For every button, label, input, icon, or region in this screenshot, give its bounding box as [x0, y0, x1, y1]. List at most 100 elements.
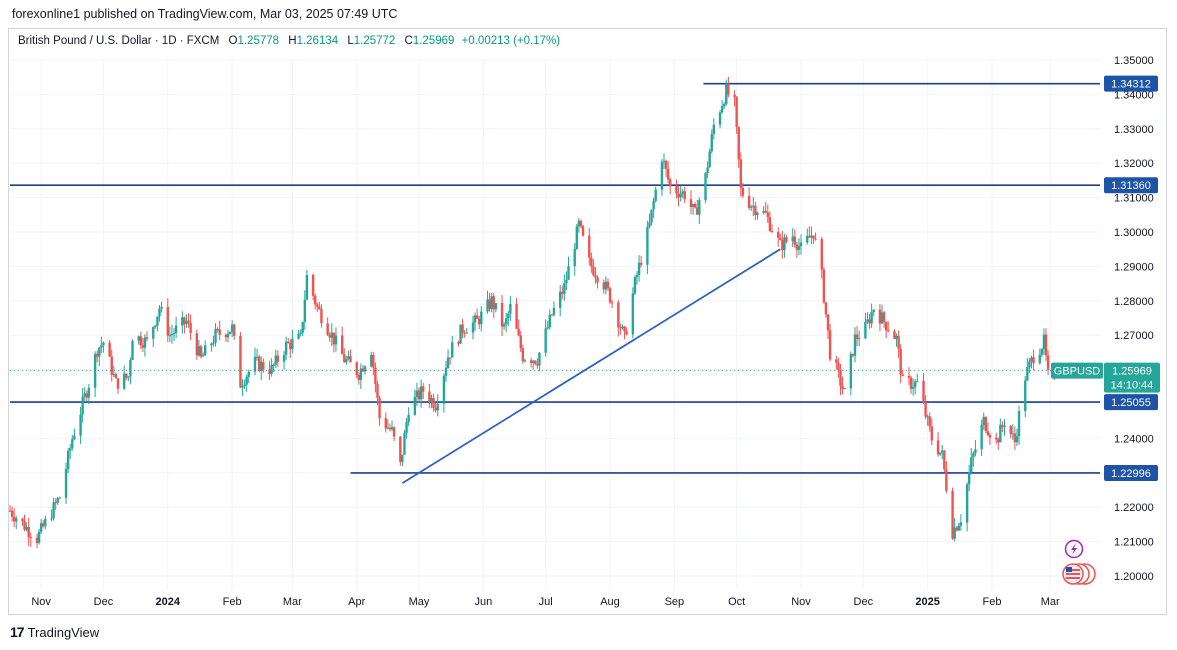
candle-body [145, 337, 149, 339]
candle-body [679, 193, 682, 198]
candle [203, 340, 207, 356]
candle [85, 390, 89, 402]
candle-body [291, 338, 294, 350]
lightning-event-icon[interactable] [1064, 539, 1084, 559]
candle-body [737, 126, 740, 160]
candle [509, 295, 512, 321]
current-tag-background [1104, 362, 1160, 393]
candle-body [172, 333, 176, 335]
candle-body [110, 356, 113, 375]
candle-body [943, 450, 946, 470]
candle [71, 434, 74, 451]
candle [901, 370, 904, 377]
candle-body [698, 200, 701, 215]
candle-body [492, 296, 495, 310]
close-label: C [404, 35, 413, 47]
candle-body [287, 341, 290, 343]
candle-body [405, 422, 408, 434]
candle [170, 324, 174, 344]
candle [893, 329, 896, 340]
candle-body [502, 324, 506, 327]
candle [623, 325, 626, 340]
candle [739, 152, 743, 197]
level-tag-value: 1.31360 [1111, 180, 1151, 192]
candle [35, 533, 39, 549]
candle [187, 313, 190, 328]
candle [233, 323, 236, 340]
candle-body [334, 335, 338, 345]
candle [15, 515, 18, 529]
candle [762, 205, 765, 215]
candle [262, 358, 265, 373]
candle-body [210, 343, 213, 346]
candle [704, 172, 707, 204]
level-price-tag[interactable]: 1.25055 [1104, 394, 1158, 411]
candle [750, 204, 753, 212]
candle [588, 227, 591, 266]
candle [679, 185, 682, 202]
candle [110, 349, 113, 382]
candle [357, 372, 360, 385]
level-price-tag[interactable]: 1.31360 [1104, 177, 1158, 194]
level-price-tag[interactable]: 1.34312 [1104, 75, 1158, 92]
candle [710, 129, 713, 154]
candle-body [791, 236, 794, 242]
candle [779, 233, 782, 241]
us-flag-event-icon[interactable] [1062, 563, 1096, 585]
candle-body [500, 303, 504, 327]
candle-body [693, 203, 697, 208]
candle-body [318, 306, 321, 310]
current-price-tag[interactable]: GBPUSD 1.25969 14:10:44 [1051, 362, 1160, 393]
candle-body [83, 393, 86, 397]
candle [536, 358, 539, 369]
candle [1038, 348, 1041, 365]
candle [621, 324, 624, 330]
candle [370, 351, 373, 368]
candle [274, 349, 277, 369]
candle [1001, 421, 1004, 433]
candle [239, 332, 242, 388]
candle [957, 522, 961, 532]
price-tick-label: 1.29000 [1114, 261, 1154, 273]
candle-body [689, 199, 693, 208]
level-price-tag[interactable]: 1.22996 [1104, 464, 1158, 481]
candle [116, 378, 120, 394]
candle [565, 271, 568, 291]
candle-body [399, 436, 402, 462]
candle-body [332, 332, 336, 345]
candle [428, 383, 431, 408]
trend-line[interactable] [401, 248, 781, 484]
candle-body [475, 315, 479, 319]
candle [666, 161, 670, 184]
candle [73, 428, 76, 441]
candle [928, 412, 931, 432]
candle-body [218, 329, 221, 335]
candle-body [154, 325, 157, 328]
candle [943, 449, 946, 472]
candle [257, 354, 261, 373]
candle [93, 351, 97, 397]
candle-body [747, 195, 751, 208]
high-value: 1.26134 [296, 35, 339, 47]
candle-body [972, 453, 975, 458]
candle [388, 423, 392, 432]
symbol-title[interactable]: British Pound / U.S. Dollar · 1D · FXCM [18, 35, 220, 47]
candle [619, 323, 622, 335]
candle-body [187, 320, 190, 323]
candle [268, 360, 271, 380]
symbol-legend: British Pound / U.S. Dollar · 1D · FXCM … [18, 35, 560, 47]
candle [828, 324, 832, 362]
candle [720, 100, 724, 114]
candle-body [887, 330, 890, 332]
candle-body [52, 502, 55, 519]
trend-line-layer [401, 248, 781, 484]
candle-body [606, 281, 610, 289]
candle-body [648, 222, 651, 227]
candle [386, 419, 390, 430]
candle [625, 327, 628, 336]
candle [289, 339, 292, 358]
candle-body [588, 235, 591, 258]
candle-body [515, 303, 518, 329]
candle [652, 197, 655, 219]
